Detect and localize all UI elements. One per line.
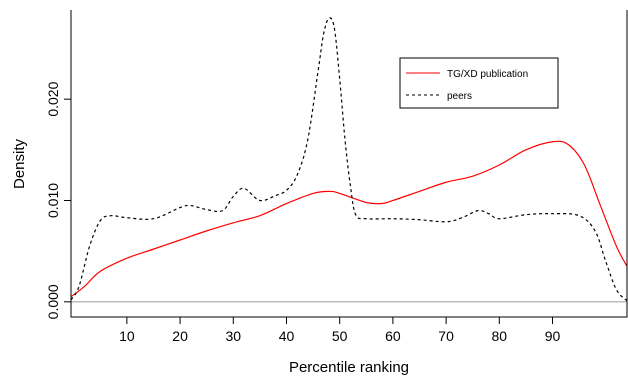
y-tick-label-1: 0.010 [45,183,61,218]
legend-label-tg-xd: TG/XD publication [447,69,528,80]
axes: 10 20 30 40 50 60 70 80 90 0.000 0.010 0.020 [45,10,628,344]
legend-box [399,57,559,109]
y-tick-label-2: 0.020 [45,81,61,116]
x-tick-label-90: 90 [545,328,561,344]
plot-frame [70,10,628,318]
series-line-peers [70,17,628,302]
x-tick-label-80: 80 [492,328,508,344]
x-tick-label-30: 30 [225,328,241,344]
x-tick-label-40: 40 [279,328,295,344]
legend: TG/XD publication peers [399,57,559,109]
legend-label-peers: peers [447,91,472,102]
x-tick-label-10: 10 [119,328,135,344]
x-tick-label-70: 70 [438,328,454,344]
x-axis-title: Percentile ranking [289,359,409,376]
x-tick-label-50: 50 [332,328,348,344]
plot-area [70,17,628,303]
y-axis-title: Density [11,138,28,189]
x-tick-label-60: 60 [385,328,401,344]
y-tick-label-0: 0.000 [45,284,61,319]
x-tick-label-20: 20 [172,328,188,344]
series-line-tg-xd-publication [70,140,628,298]
